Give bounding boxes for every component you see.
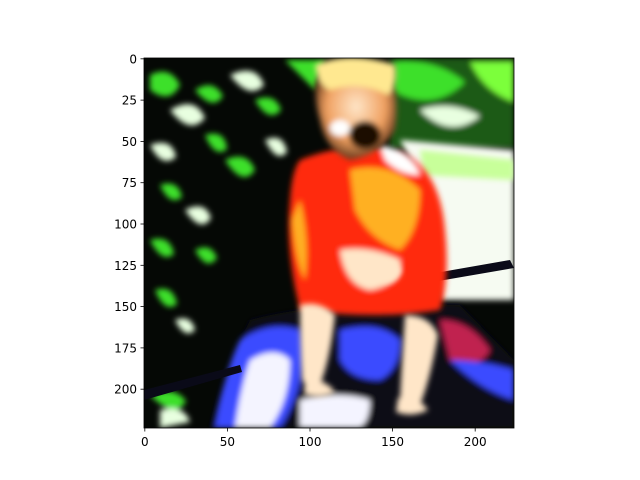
foliage-right [390, 58, 514, 148]
x-tick-label: 100 [299, 435, 322, 449]
y-tick-label: 200 [114, 383, 137, 397]
image-plot [144, 58, 514, 428]
head-region [315, 58, 397, 160]
y-tick-label: 75 [122, 176, 137, 190]
y-tick-label: 125 [114, 259, 137, 273]
y-tick-label: 25 [122, 94, 137, 108]
y-tick-label: 100 [114, 218, 137, 232]
y-tick-label: 150 [114, 300, 137, 314]
shirt-region [288, 145, 447, 315]
x-tick-label: 200 [464, 435, 487, 449]
foliage-region [150, 60, 325, 428]
x-axis: 0 50 100 150 200 [141, 428, 487, 449]
hand-region [380, 261, 402, 283]
y-tick-label: 0 [129, 52, 137, 66]
vehicle-region [210, 304, 514, 428]
x-tick-label: 50 [220, 435, 235, 449]
y-tick-label: 50 [122, 135, 137, 149]
legs-region [300, 303, 438, 415]
y-tick-label: 175 [114, 341, 137, 355]
x-tick-label: 150 [381, 435, 404, 449]
x-tick-label: 0 [141, 435, 149, 449]
y-axis: 0 25 50 75 100 125 150 175 200 [114, 52, 144, 397]
plot-frame [143, 57, 515, 429]
